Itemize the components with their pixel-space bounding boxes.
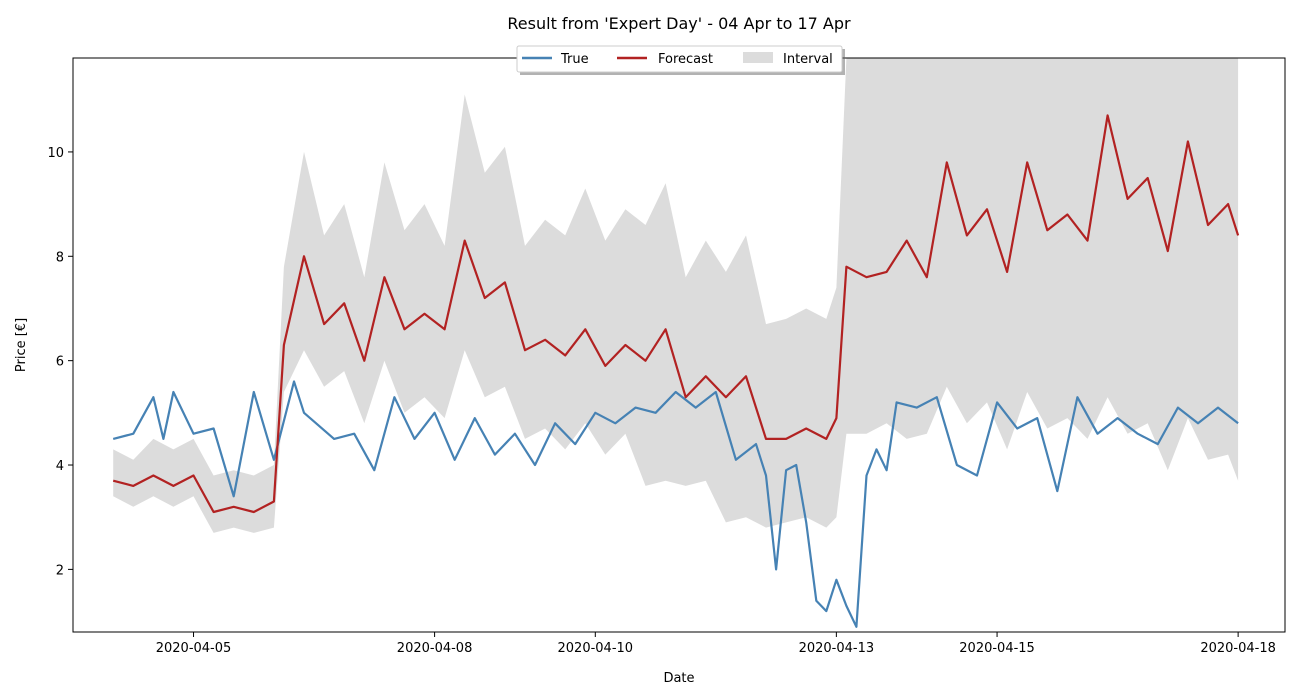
x-tick-label: 2020-04-18: [1200, 641, 1276, 656]
interval-band: [113, 58, 1239, 533]
legend-swatch-interval: [743, 52, 773, 63]
y-tick-label: 8: [56, 250, 64, 265]
y-axis-label: Price [€]: [14, 318, 29, 372]
y-tick-label: 4: [56, 459, 64, 474]
x-tick-label: 2020-04-13: [799, 641, 875, 656]
x-axis: 2020-04-05 2020-04-08 2020-04-10 2020-04-13…: [156, 632, 1276, 656]
forecast-series-line: [112, 114, 1240, 514]
x-tick-label: 2020-04-15: [959, 641, 1035, 656]
y-tick-label: 2: [56, 563, 64, 578]
x-axis-label: Date: [663, 671, 694, 686]
x-tick-label: 2020-04-10: [558, 641, 634, 656]
interval-layer: [113, 58, 1239, 533]
y-axis: 2 4 6 8 10: [47, 146, 73, 578]
plot-area: [72, 57, 1286, 633]
lines-layer: [112, 114, 1240, 628]
legend: True Forecast Interval: [516, 45, 845, 75]
legend-label-interval: Interval: [783, 52, 833, 67]
y-tick-label: 6: [56, 355, 64, 370]
chart-title: Result from 'Expert Day' - 04 Apr to 17 …: [507, 14, 851, 33]
true-series-line: [112, 380, 1239, 628]
y-tick-label: 10: [47, 146, 64, 161]
x-tick-label: 2020-04-05: [156, 641, 232, 656]
x-tick-label: 2020-04-08: [397, 641, 473, 656]
legend-label-forecast: Forecast: [658, 52, 713, 67]
legend-label-true: True: [560, 52, 589, 67]
